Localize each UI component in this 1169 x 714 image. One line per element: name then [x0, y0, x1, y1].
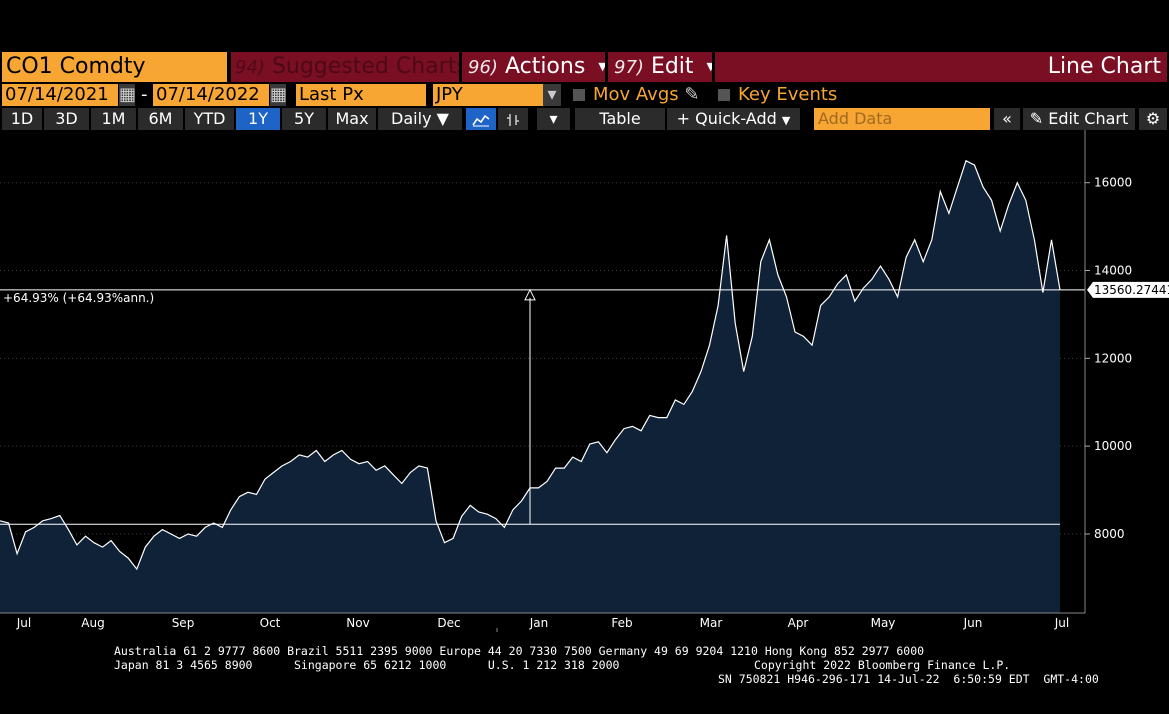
y-tick-label: 14000	[1094, 264, 1132, 278]
edit-caret-icon: ▼	[706, 60, 712, 73]
table-button[interactable]: Table	[575, 108, 665, 130]
edit-chart-button[interactable]: ✎ Edit Chart	[1023, 108, 1135, 130]
x-tick-label: Feb	[611, 616, 632, 630]
last-value-badge	[1087, 281, 1169, 298]
x-tick-label: May	[871, 616, 896, 630]
currency-selector[interactable]: JPY	[433, 84, 543, 106]
year-label: 2021	[234, 630, 265, 632]
period-3d-button[interactable]: 3D	[44, 108, 89, 130]
period-5y-button[interactable]: 5Y	[282, 108, 326, 130]
x-tick-label: Oct	[260, 616, 281, 630]
footer-copyright: Copyright 2022 Bloomberg Finance L.P.	[754, 658, 1011, 672]
frequency-label: Daily	[391, 109, 432, 128]
start-calendar-icon[interactable]: ▦	[119, 84, 137, 106]
y-tick-label: 8000	[1094, 527, 1125, 541]
footer-serial: SN 750821 H946-296-171 14-Jul-22 6:50:59…	[718, 672, 1099, 686]
suggested-charts-label: Suggested Charts	[271, 54, 459, 79]
x-tick-label: Aug	[81, 616, 104, 630]
year-label: 2022	[775, 630, 806, 632]
change-arrow-head	[524, 288, 536, 301]
x-tick-label: Sep	[172, 616, 195, 630]
frequency-dropdown[interactable]: Daily ▼	[378, 108, 462, 130]
period-6m-button[interactable]: 6M	[138, 108, 183, 130]
mov-avgs-checkbox[interactable]	[573, 89, 585, 101]
collapse-icon[interactable]: «	[994, 108, 1020, 130]
period-1d-button[interactable]: 1D	[2, 108, 42, 130]
x-tick-label: Nov	[346, 616, 369, 630]
x-tick-label: Dec	[437, 616, 460, 630]
field-selector[interactable]: Last Px	[296, 84, 426, 106]
x-tick-label: Jul	[16, 616, 31, 630]
start-date-field[interactable]: 07/14/2021	[2, 84, 118, 106]
frequency-caret-icon: ▼	[436, 109, 449, 128]
footer-contacts-line1: Australia 61 2 9777 8600 Brazil 5511 239…	[114, 644, 925, 658]
actions-caret-icon: ▼	[598, 60, 605, 73]
edit-number: 97)	[614, 57, 644, 78]
suggested-charts-menu[interactable]: 94) Suggested Charts	[231, 52, 459, 82]
chart-style-dropdown-icon[interactable]: ▾	[537, 108, 570, 130]
price-area	[0, 160, 1060, 613]
key-events-toggle[interactable]: Key Events	[718, 84, 837, 106]
x-tick-label: Mar	[700, 616, 723, 630]
quick-add-dropdown[interactable]: + Quick-Add ▼	[667, 108, 800, 130]
mov-avgs-label: Mov Avgs	[593, 84, 679, 105]
suggested-charts-number: 94)	[235, 57, 265, 78]
key-events-label: Key Events	[738, 84, 838, 105]
edit-label: Edit	[650, 54, 694, 79]
period-ytd-button[interactable]: YTD	[185, 108, 234, 130]
last-value-label: 13560.27441	[1094, 283, 1169, 297]
end-calendar-icon[interactable]: ▦	[270, 84, 288, 106]
actions-menu[interactable]: 96) Actions ▼	[462, 52, 605, 82]
price-chart: +64.93% (+64.93%ann.) 8000 10000 12000 14000…	[0, 130, 1169, 632]
line-chart-icon[interactable]	[466, 108, 496, 130]
period-max-button[interactable]: Max	[328, 108, 376, 130]
edit-chart-label: Edit Chart	[1048, 109, 1129, 128]
add-data-input[interactable]: Add Data	[814, 108, 990, 130]
key-events-checkbox[interactable]	[718, 89, 730, 101]
pencil-icon[interactable]: ✎	[684, 84, 700, 105]
settings-bar: 07/14/2021 ▦ - 07/14/2022 ▦ Last Px JPY …	[0, 84, 1169, 106]
command-bar: CO1 Comdty 94) Suggested Charts 96) Acti…	[0, 52, 1169, 82]
period-1y-button[interactable]: 1Y	[236, 108, 280, 130]
x-tick-label: Jan	[529, 616, 549, 630]
edit-menu[interactable]: 97) Edit ▼	[608, 52, 712, 82]
quick-add-caret-icon: ▼	[781, 114, 791, 127]
mov-avgs-toggle[interactable]: Mov Avgs ✎	[573, 84, 699, 106]
currency-dropdown-icon[interactable]: ▾	[543, 84, 561, 106]
x-tick-label: Jul	[1054, 616, 1069, 630]
settings-gear-icon[interactable]: ⚙	[1139, 108, 1167, 130]
actions-number: 96)	[468, 57, 498, 78]
edit-chart-pencil-icon: ✎	[1029, 109, 1044, 128]
date-separator: -	[141, 84, 148, 105]
x-tick-label: Apr	[788, 616, 809, 630]
actions-label: Actions	[504, 54, 586, 79]
y-tick-label: 12000	[1094, 351, 1132, 365]
y-tick-label: 10000	[1094, 439, 1132, 453]
period-bar: 1D 3D 1M 6M YTD 1Y 5Y Max Daily ▼ ▾ Tabl…	[0, 108, 1169, 130]
ticker-field[interactable]: CO1 Comdty	[2, 52, 227, 82]
bar-chart-icon[interactable]	[498, 108, 528, 130]
y-tick-label: 16000	[1094, 176, 1132, 190]
footer-contacts-line2: Japan 81 3 4565 8900 Singapore 65 6212 1…	[114, 658, 620, 672]
quick-add-label: + Quick-Add	[676, 109, 777, 128]
end-date-field[interactable]: 07/14/2022	[153, 84, 269, 106]
x-tick-label: Jun	[963, 616, 983, 630]
change-annotation: +64.93% (+64.93%ann.)	[3, 291, 154, 305]
period-1m-button[interactable]: 1M	[91, 108, 136, 130]
chart-type-title: Line Chart	[715, 52, 1167, 82]
